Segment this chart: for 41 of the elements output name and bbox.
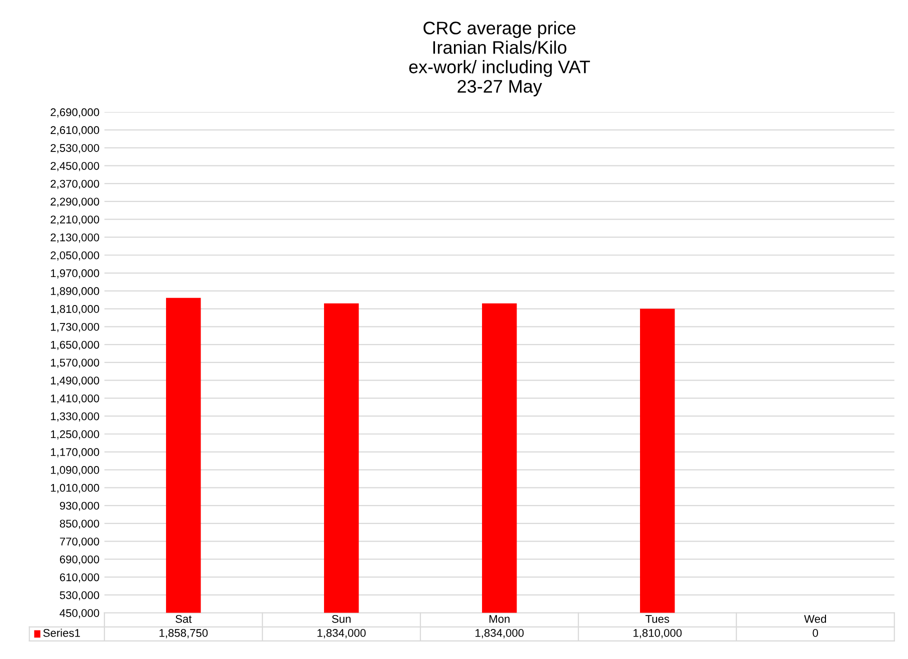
text: 0 [812,629,818,637]
x-tick-label: Wed [804,614,826,623]
y-tick-label: 1,170,000 [50,448,100,458]
y-tick-label: 850,000 [60,520,100,529]
y-tick-label: 2,450,000 [50,162,100,172]
y-tick-label: 2,690,000 [50,108,100,118]
chart-title: CRC average price Iranian Rials/Kilo ex-work/ including VAT 23-27 May [409,21,590,96]
data-label: 1,810,000 [634,629,682,638]
y-tick-label: 1,570,000 [50,358,100,368]
y-tick-label: 2,210,000 [50,216,100,225]
y-tick-label: 1,330,000 [50,412,100,422]
y-tick-label: 2,050,000 [50,251,100,261]
y-tick-label: 1,010,000 [50,484,100,494]
data-label: 1,834,000 [318,629,366,638]
legend-label: Series1 [43,628,80,637]
y-tick-label: 2,530,000 [50,144,100,154]
y-tick-label: 1,250,000 [50,430,100,440]
y-tick-label: 2,290,000 [50,198,100,207]
y-tick-label: 530,000 [60,591,100,600]
x-tick-label: Sun [332,614,351,623]
y-tick-label: 770,000 [60,538,100,547]
y-tick-label: 2,610,000 [50,126,100,136]
y-tick-label: 2,130,000 [50,234,100,243]
y-tick-label: 1,730,000 [50,322,100,332]
x-tick-label: Mon [490,615,510,623]
y-tick-label: 1,650,000 [50,340,100,350]
y-tick-label: 1,810,000 [50,305,100,314]
y-tick-label: 2,370,000 [50,180,100,190]
data-label: 1,858,750 [160,629,208,638]
y-tick-label: 450,000 [60,609,100,618]
y-tick-label: 1,490,000 [50,376,100,386]
x-tick-label: Sat [176,614,192,623]
y-tick-label: 930,000 [60,502,100,511]
y-tick-label: 1,410,000 [50,394,100,404]
y-tick-label: 690,000 [60,555,100,565]
y-tick-label: 1,890,000 [50,287,100,296]
y-tick-label: 610,000 [60,573,100,583]
data-label: 1,834,000 [476,629,524,638]
x-tick-label: Tues [646,615,670,623]
y-tick-label: 1,970,000 [50,269,100,278]
y-tick-label: 1,090,000 [50,466,100,476]
